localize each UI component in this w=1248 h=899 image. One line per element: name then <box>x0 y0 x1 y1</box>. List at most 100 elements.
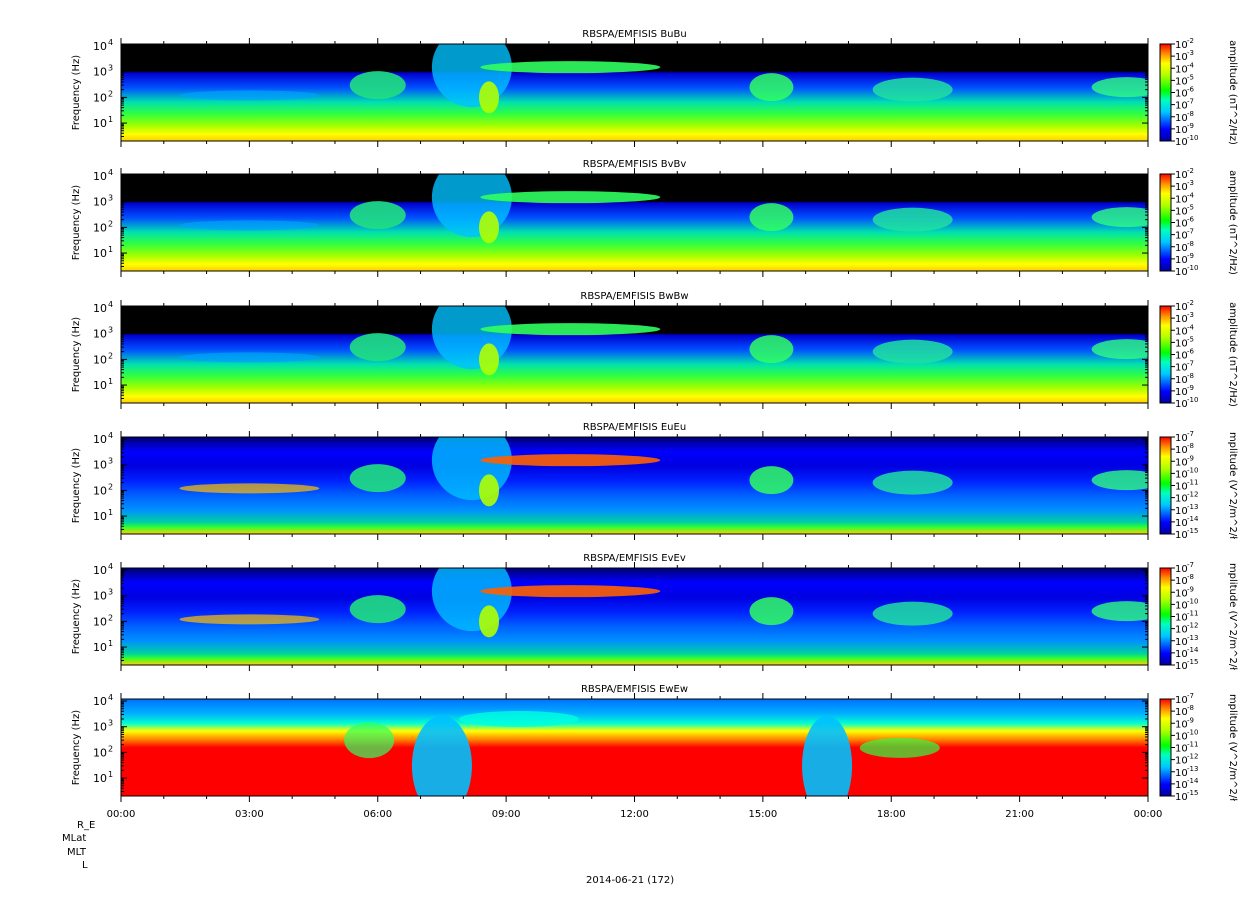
y-axis-label: Frequency (Hz) <box>71 448 82 524</box>
colorbar-tick-label: 10 <box>1175 338 1188 349</box>
colorbar-tick-exponent: -9 <box>1187 252 1194 260</box>
colorbar-tick-label: 10 <box>1175 125 1188 136</box>
colorbar-tick-label: 10 <box>1175 649 1188 660</box>
colorbar-tick-label: 10 <box>1175 433 1188 444</box>
colorbar-tick-label: 10 <box>1175 482 1188 493</box>
colorbar-tick-exponent: -6 <box>1187 86 1195 94</box>
colorbar-tick-exponent: -2 <box>1187 299 1194 307</box>
colorbar-tick-exponent: -7 <box>1187 430 1194 438</box>
colorbar-tick-exponent: -9 <box>1187 716 1194 724</box>
colorbar-label: mplitude (V^2/m^2/ł <box>1227 432 1238 539</box>
colorbar-tick-exponent: -2 <box>1187 167 1194 175</box>
y-tick-exponent: 3 <box>108 719 113 728</box>
colorbar-label: mplitude (V^2/m^2/ł <box>1227 563 1238 670</box>
y-tick-exponent: 4 <box>108 693 113 702</box>
y-axis-label: Frequency (Hz) <box>71 317 82 393</box>
colorbar-tick-label: 10 <box>1175 101 1188 112</box>
colorbar-tick-label: 10 <box>1175 469 1188 480</box>
x-tick-label: 03:00 <box>235 809 264 820</box>
colorbar-tick-label: 10 <box>1175 780 1188 791</box>
y-tick-label: 10 <box>93 510 107 523</box>
y-tick-exponent: 4 <box>108 431 113 440</box>
colorbar-tick-exponent: -5 <box>1187 335 1194 343</box>
colorbar-tick-label: 10 <box>1175 194 1188 205</box>
colorbar-tick-label: 10 <box>1175 363 1188 374</box>
colorbar-tick-exponent: -4 <box>1187 191 1195 199</box>
colorbar-tick-exponent: -8 <box>1187 372 1194 380</box>
y-tick-exponent: 3 <box>108 326 113 335</box>
panel-title: RBSPA/EMFISIS BvBv <box>583 159 687 170</box>
colorbar-tick-label: 10 <box>1175 314 1188 325</box>
x-tick-label: 15:00 <box>748 809 777 820</box>
x-tick-label: 00:00 <box>107 809 136 820</box>
y-tick-label: 10 <box>93 302 107 315</box>
y-tick-exponent: 2 <box>108 351 113 360</box>
colorbar-tick-label: 10 <box>1175 113 1188 124</box>
colorbar-tick-exponent: -15 <box>1187 658 1198 666</box>
panel-title: RBSPA/EMFISIS BuBu <box>582 29 686 40</box>
y-tick-label: 10 <box>93 590 107 603</box>
colorbar-tick-label: 10 <box>1175 494 1188 505</box>
y-tick-exponent: 2 <box>108 89 113 98</box>
y-axis-label: Frequency (Hz) <box>71 579 82 655</box>
colorbar-tick-exponent: -13 <box>1187 503 1198 511</box>
y-tick-label: 10 <box>93 641 107 654</box>
colorbar-tick-exponent: -10 <box>1187 264 1198 272</box>
y-tick-label: 10 <box>93 328 107 341</box>
panel-title: RBSPA/EMFISIS BwBw <box>580 291 688 302</box>
colorbar-tick-exponent: -8 <box>1187 110 1194 118</box>
y-tick-label: 10 <box>93 247 107 260</box>
colorbar-tick-exponent: -10 <box>1187 396 1198 404</box>
y-tick-label: 10 <box>93 695 107 708</box>
y-tick-exponent: 4 <box>108 38 113 47</box>
colorbar-tick-label: 10 <box>1175 302 1188 313</box>
y-tick-label: 10 <box>93 433 107 446</box>
colorbar-tick-exponent: -11 <box>1187 610 1198 618</box>
colorbar: 10-210-310-410-510-610-710-810-910-10 amp… <box>1159 299 1238 410</box>
orbit-label-mlat: MLat <box>62 833 87 844</box>
x-tick-label: 12:00 <box>620 809 649 820</box>
colorbar-tick-exponent: -5 <box>1187 73 1194 81</box>
y-tick-exponent: 1 <box>108 245 113 254</box>
colorbar-tick-label: 10 <box>1175 64 1188 75</box>
y-tick-label: 10 <box>93 484 107 497</box>
colorbar-tick-exponent: -12 <box>1187 622 1198 630</box>
colorbar-tick-exponent: -6 <box>1187 348 1195 356</box>
colorbar-tick-exponent: -10 <box>1187 466 1198 474</box>
colorbar-tick-exponent: -8 <box>1187 240 1194 248</box>
y-tick-exponent: 3 <box>108 64 113 73</box>
colorbar-tick-label: 10 <box>1175 576 1188 587</box>
colorbar-tick-label: 10 <box>1175 731 1188 742</box>
colorbar-tick-label: 10 <box>1175 170 1188 181</box>
y-axis-label: Frequency (Hz) <box>71 710 82 786</box>
colorbar-tick-exponent: -8 <box>1187 442 1194 450</box>
colorbar-tick-exponent: -8 <box>1187 573 1194 581</box>
y-tick-exponent: 3 <box>108 457 113 466</box>
colorbar-tick-label: 10 <box>1175 613 1188 624</box>
orbit-label-l: L <box>82 860 88 871</box>
spectrogram-image <box>121 437 1148 534</box>
colorbar-tick-exponent: -9 <box>1187 122 1194 130</box>
y-tick-label: 10 <box>93 40 107 53</box>
colorbar-tick-exponent: -12 <box>1187 753 1198 761</box>
colorbar-tick-exponent: -14 <box>1187 515 1199 523</box>
colorbar-tick-label: 10 <box>1175 518 1188 529</box>
y-tick-label: 10 <box>93 564 107 577</box>
spectrogram-image <box>121 44 1148 141</box>
colorbar-label: amplitude (nT^2/Hz) <box>1227 170 1238 275</box>
colorbar: 10-210-310-410-510-610-710-810-910-10 amp… <box>1159 37 1238 148</box>
colorbar-tick-label: 10 <box>1175 695 1188 706</box>
colorbar-tick-label: 10 <box>1175 506 1188 517</box>
x-tick-label: 18:00 <box>877 809 906 820</box>
colorbar-tick-label: 10 <box>1175 445 1188 456</box>
y-tick-exponent: 2 <box>108 219 113 228</box>
panel-title: RBSPA/EMFISIS EvEv <box>583 553 686 564</box>
y-axis-label: Frequency (Hz) <box>71 55 82 131</box>
x-tick-label: 21:00 <box>1005 809 1034 820</box>
